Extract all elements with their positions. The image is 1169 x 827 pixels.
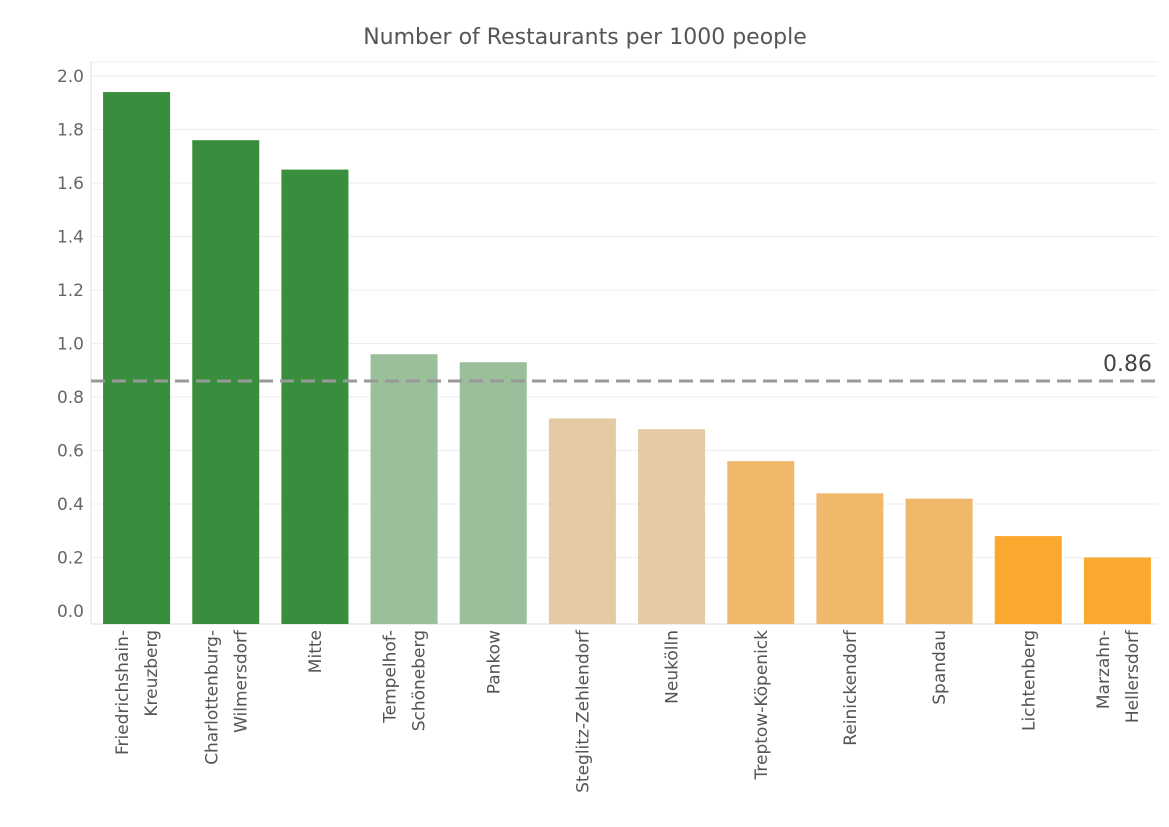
y-tick-label: 1.4 (57, 228, 84, 248)
x-tick-label: Friedrichshain- Kreuzberg (113, 630, 162, 755)
bar (638, 429, 706, 624)
x-axis: Friedrichshain- Kreuzberg Charlottenburg- W… (113, 629, 1143, 793)
x-tick-label: Pankow (484, 630, 504, 694)
x-tick-label-line: Steglitz-Zehlendorf (573, 629, 593, 793)
x-tick-label-line: Hellersdorf (1123, 629, 1143, 723)
y-tick-label: 2.0 (57, 67, 84, 87)
y-tick-label: 0.2 (57, 549, 84, 569)
x-tick-label: Lichtenberg (1019, 630, 1039, 731)
bar (727, 461, 795, 624)
x-tick-label-line: Pankow (484, 630, 504, 694)
bar (1083, 557, 1151, 624)
x-tick-label: Mitte (306, 630, 326, 673)
chart-title: Number of Restaurants per 1000 people (363, 25, 807, 50)
reference-line-group: 0.86 (91, 352, 1158, 383)
x-tick-label: Reinickendorf (841, 629, 861, 746)
bar (905, 498, 973, 624)
x-tick-label-line: Schöneberg (410, 630, 430, 731)
y-tick-label: 0.4 (57, 495, 84, 515)
grid (90, 61, 1158, 625)
y-tick-label: 0.6 (57, 442, 84, 462)
bar (994, 536, 1062, 624)
x-tick-label-line: Friedrichshain- (113, 630, 133, 755)
x-tick-label-line: Reinickendorf (841, 629, 861, 746)
reference-line-label: 0.86 (1103, 352, 1152, 377)
y-tick-label: 1.6 (57, 174, 84, 194)
bar (459, 362, 527, 624)
x-tick-label-line: Treptow-Köpenick (752, 630, 772, 781)
bar (103, 92, 171, 625)
y-tick-label: 0.8 (57, 388, 84, 408)
y-tick-label: 1.8 (57, 121, 84, 141)
x-tick-label: Marzahn- Hellersdorf (1094, 629, 1143, 723)
x-tick-label-line: Tempelhof- (381, 630, 401, 724)
bar (281, 169, 349, 624)
y-tick-label: 0.0 (57, 602, 84, 622)
y-tick-label: 1.0 (57, 335, 84, 355)
x-tick-label: Tempelhof- Schöneberg (381, 630, 430, 731)
x-tick-label: Treptow-Köpenick (752, 630, 772, 781)
x-tick-label-line: Marzahn- (1094, 630, 1114, 709)
x-tick-label: Charlottenburg- Wilmersdorf (202, 629, 251, 765)
x-tick-label-line: Kreuzberg (142, 630, 162, 717)
y-axis: 0.0 0.2 0.4 0.6 0.8 1.0 1.2 1.4 1.6 1.8 2.0 (57, 67, 84, 622)
x-tick-label-line: Charlottenburg- (202, 630, 222, 765)
x-tick-label: Spandau (930, 630, 950, 705)
x-tick-label-line: Lichtenberg (1019, 630, 1039, 731)
x-tick-label-line: Spandau (930, 630, 950, 705)
bar (370, 354, 438, 624)
bars (103, 92, 1151, 625)
x-tick-label: Neukölln (663, 630, 683, 704)
bar (816, 493, 884, 624)
x-tick-label-line: Wilmersdorf (231, 629, 251, 733)
x-tick-label-line: Mitte (306, 630, 326, 673)
y-tick-label: 1.2 (57, 281, 84, 301)
x-tick-label-line: Neukölln (663, 630, 683, 704)
bar (548, 418, 616, 624)
x-tick-label: Steglitz-Zehlendorf (573, 629, 593, 793)
